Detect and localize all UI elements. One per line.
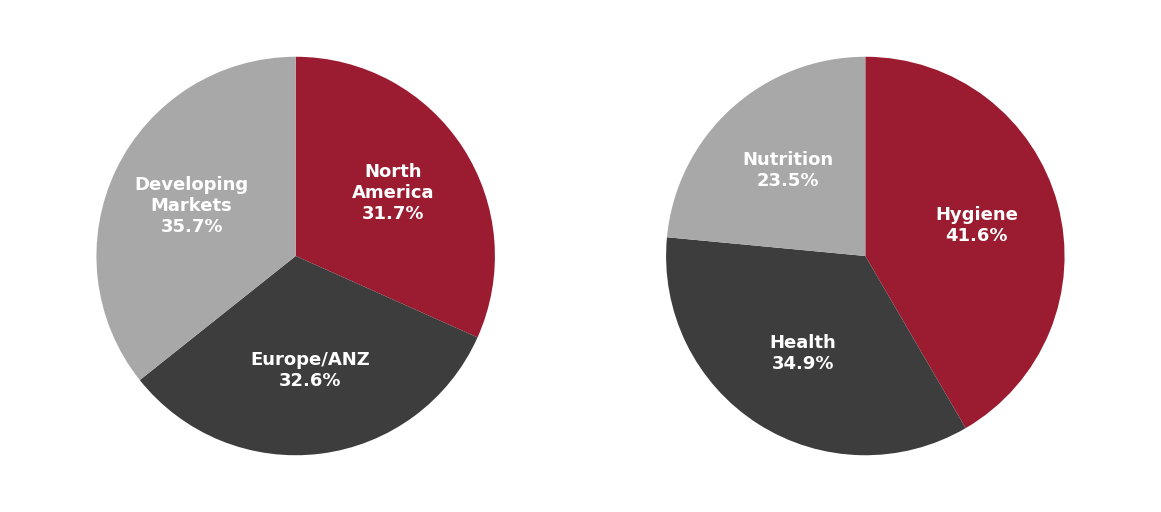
Wedge shape	[666, 237, 966, 455]
Wedge shape	[296, 57, 495, 337]
Wedge shape	[666, 57, 865, 256]
Text: Developing
Markets
35.7%: Developing Markets 35.7%	[135, 176, 248, 236]
Wedge shape	[96, 57, 296, 380]
Wedge shape	[865, 57, 1065, 428]
Text: Europe/ANZ
32.6%: Europe/ANZ 32.6%	[251, 351, 370, 390]
Text: Hygiene
41.6%: Hygiene 41.6%	[936, 206, 1018, 245]
Text: Health
34.9%: Health 34.9%	[770, 334, 836, 373]
Text: North
America
31.7%: North America 31.7%	[352, 163, 434, 223]
Wedge shape	[139, 256, 477, 455]
Text: Nutrition
23.5%: Nutrition 23.5%	[742, 151, 834, 190]
